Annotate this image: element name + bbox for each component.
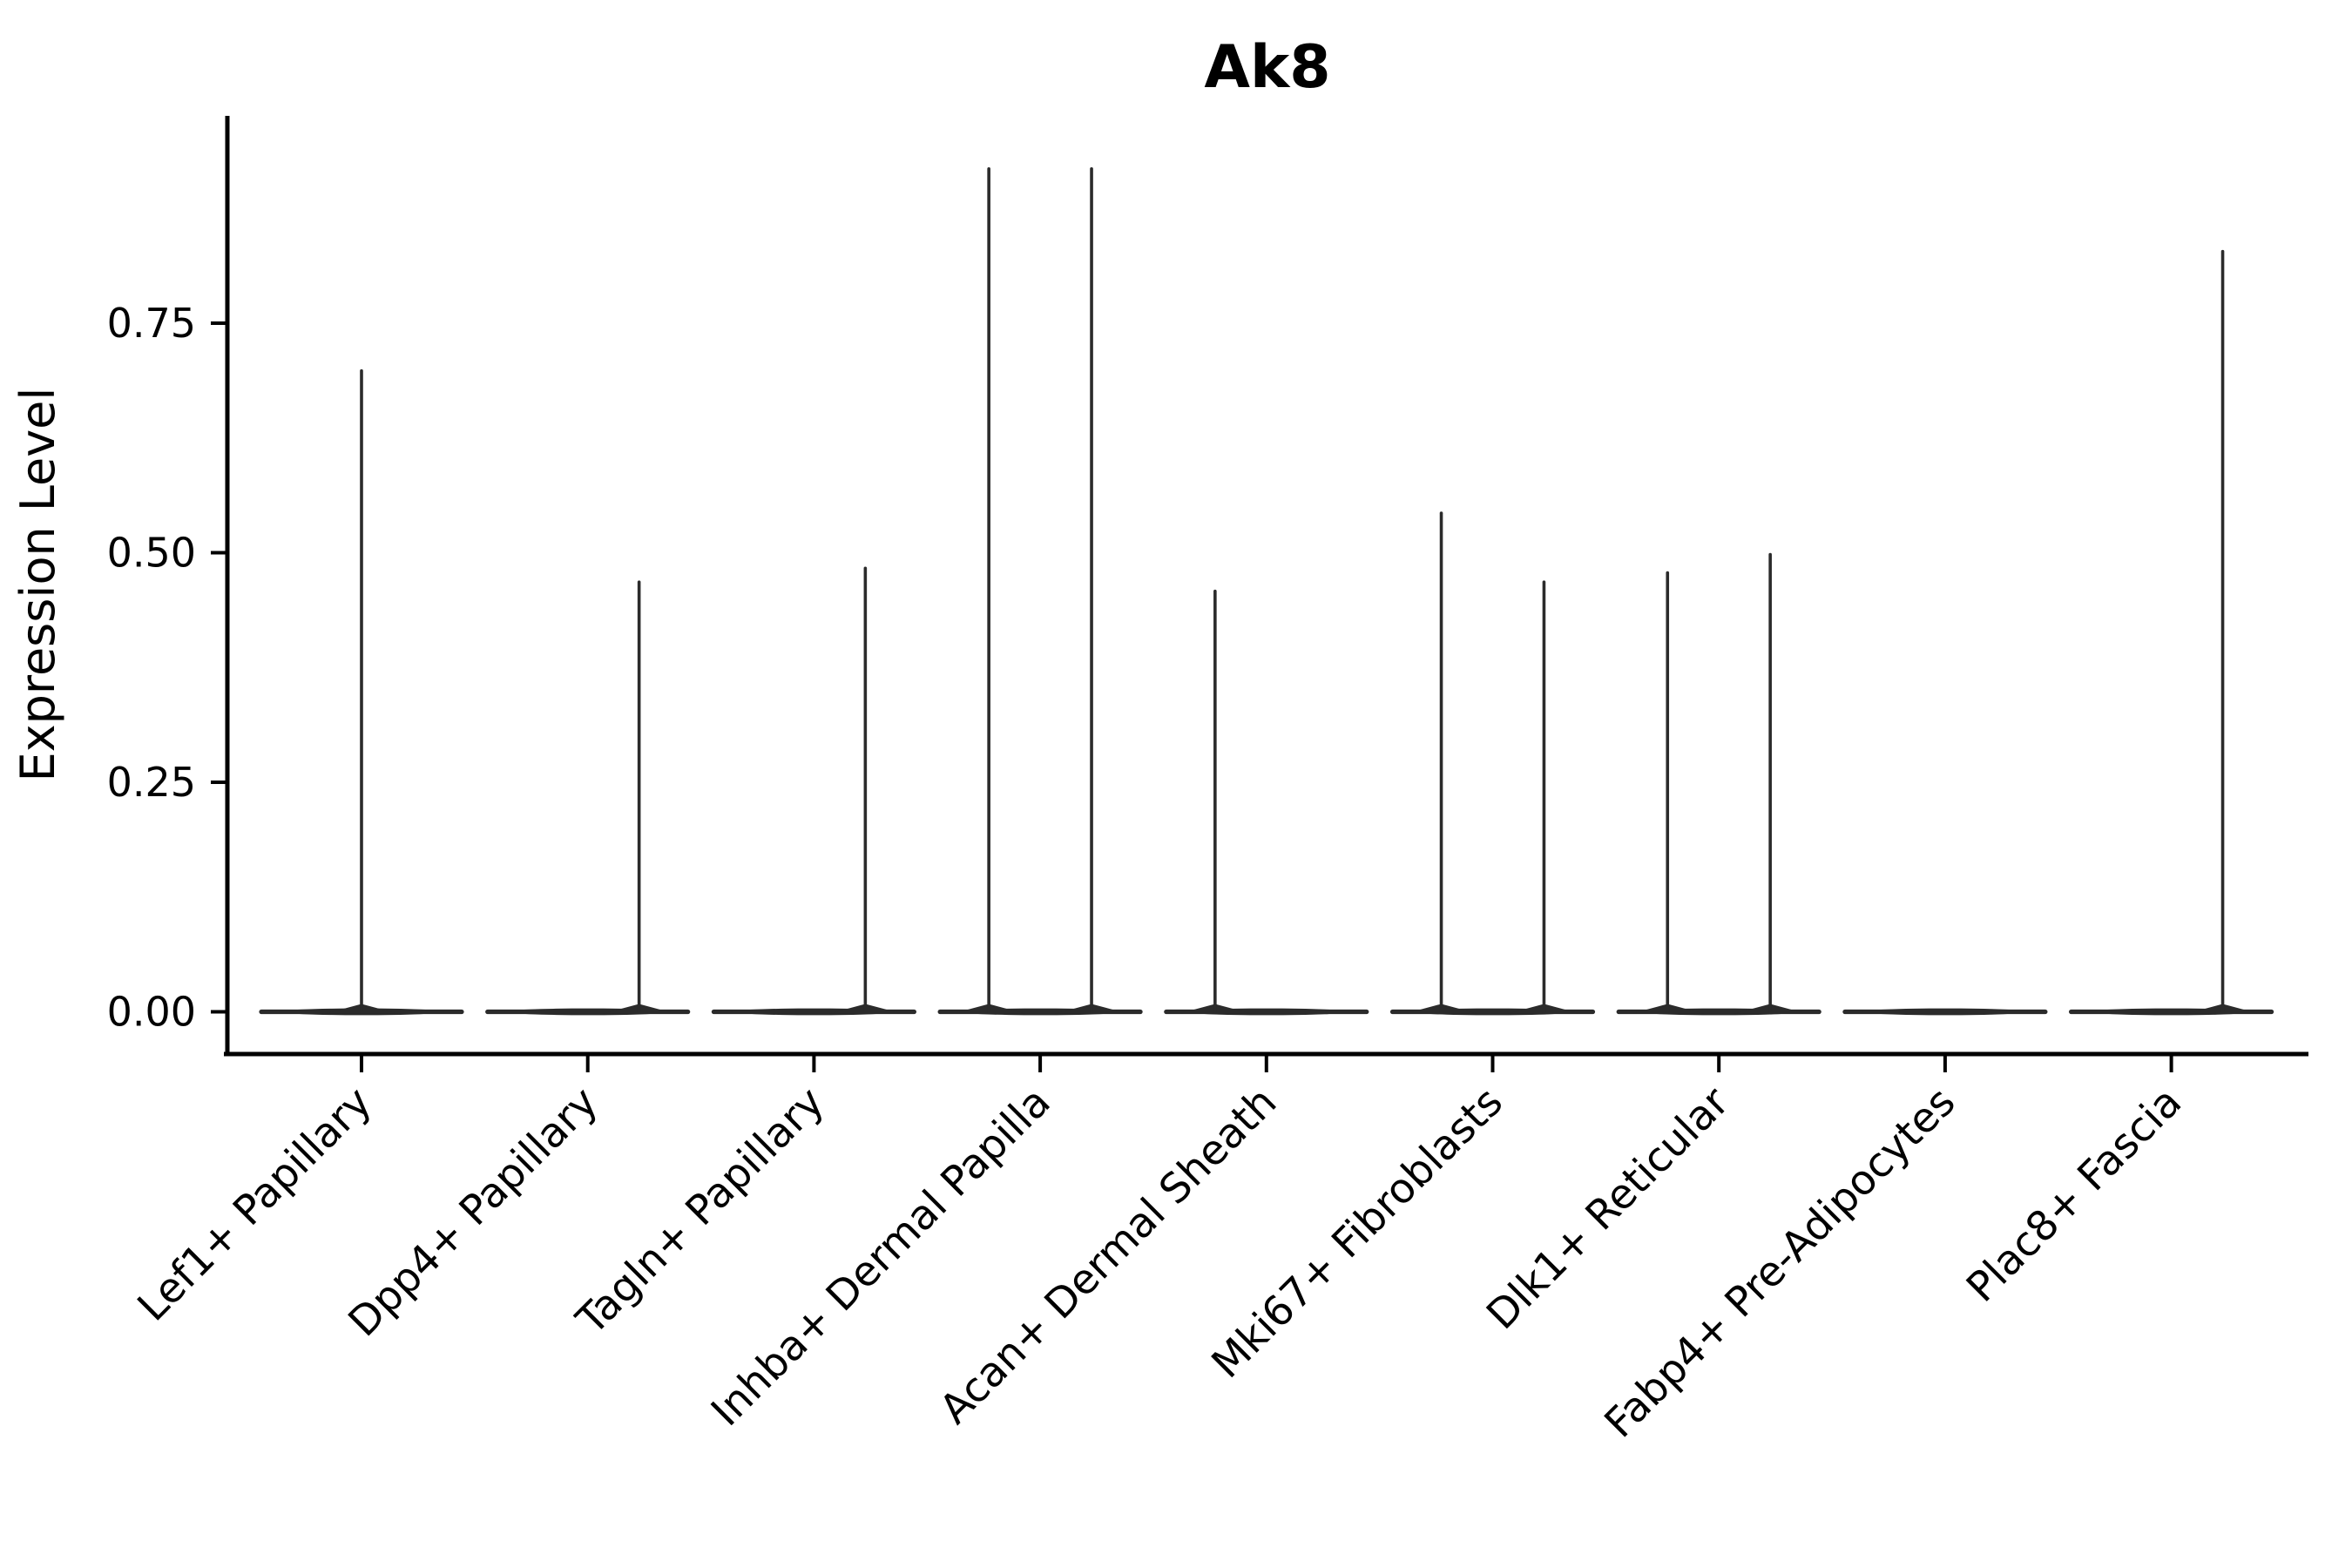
violin-Fabp4+ Pre-Adipocytes (1842, 1008, 2048, 1016)
y-tick-label-0.25: 0.25 (107, 759, 196, 806)
x-tick-label-2: Dpp4+ Papillary (340, 1078, 608, 1347)
violin-Dpp4+ Papillary (485, 580, 691, 1016)
y-tick-label-0.50: 0.50 (107, 530, 196, 577)
violin-Plac8+ Fascia (2069, 249, 2274, 1016)
violin-Acan+ Dermal Sheath (1164, 589, 1369, 1016)
violin-base-bulge (1862, 1008, 2028, 1016)
violin-Mki67+ Fibroblasts (1389, 511, 1596, 1016)
plot-title: Ak8 (1204, 33, 1330, 102)
violin-Tagln+ Papillary (711, 566, 917, 1016)
violin-Inhba+ Dermal Papilla (937, 167, 1143, 1016)
x-tick-label-7: Dlk1+ Reticular (1477, 1078, 1739, 1339)
violin-Lef1+ Papillary (259, 368, 464, 1016)
x-tick-label-9: Plac8+ Fascia (1957, 1078, 2191, 1312)
y-tick-label-0.75: 0.75 (107, 300, 196, 347)
x-tick-label-1: Lef1+ Papillary (129, 1078, 382, 1331)
x-tick-label-3: Tagln+ Papillary (567, 1078, 834, 1345)
violins-layer (259, 167, 2274, 1016)
y-axis-label: Expression Level (10, 388, 65, 782)
y-tick-label-0.00: 0.00 (107, 989, 196, 1036)
violin-Dlk1+ Reticular (1616, 552, 1821, 1016)
